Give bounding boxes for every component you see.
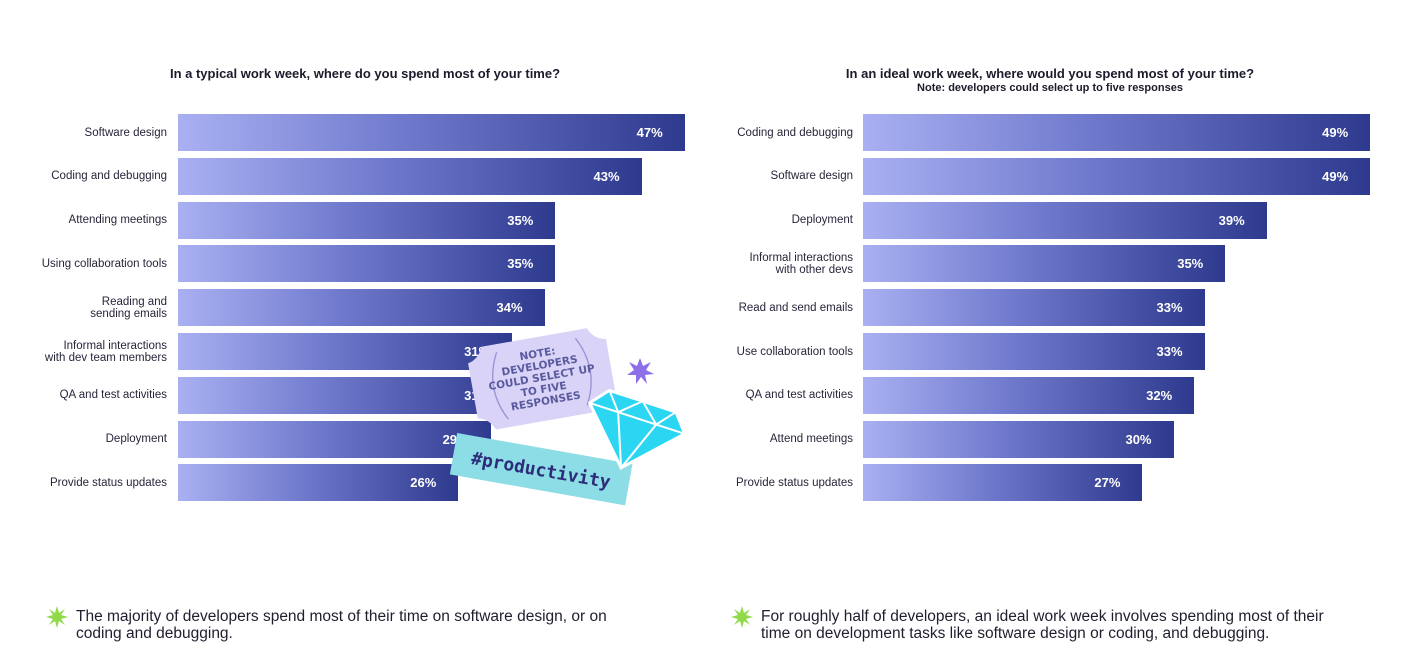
bar-value-label: 34% — [496, 300, 523, 316]
category-label: Deployment — [105, 433, 167, 446]
category-label: Deployment — [791, 214, 853, 227]
category-label: QA and test activities — [745, 389, 853, 402]
footnote-left: The majority of developers spend most of… — [46, 606, 686, 642]
bar: 35% — [178, 245, 556, 283]
bar-value-label: 35% — [507, 212, 534, 228]
bar: 31% — [178, 376, 513, 414]
bar-value-label: 27% — [1094, 475, 1121, 491]
green-starburst-icon — [46, 606, 68, 628]
chart-right-title: In an ideal work week, where would you s… — [845, 66, 1255, 81]
bar-value-label: 47% — [636, 125, 663, 140]
note-sticker: NOTE:DEVELOPERSCOULD SELECT UPTO FIVERES… — [440, 320, 690, 520]
category-label: Software design — [770, 170, 853, 183]
category-label: Read and send emails — [738, 301, 853, 314]
bar-value-label: 39% — [1218, 212, 1245, 228]
bar-value-label: 43% — [593, 168, 620, 184]
bar: 33% — [863, 333, 1205, 370]
footnote-right: For roughly half of developers, an ideal… — [731, 606, 1391, 642]
category-label: Coding and debugging — [737, 126, 853, 139]
bar-value-label: 33% — [1156, 344, 1183, 359]
category-label: Use collaboration tools — [736, 345, 853, 358]
bar: 26% — [178, 464, 459, 502]
bar: 31% — [178, 333, 513, 370]
bar-value-label: 35% — [507, 256, 534, 272]
bar: 43% — [178, 157, 642, 195]
bar-value-label: 30% — [1125, 431, 1152, 447]
category-label: Attending meetings — [68, 214, 167, 227]
bar: 34% — [178, 289, 545, 327]
bar: 39% — [863, 201, 1267, 239]
bar: 49% — [863, 157, 1371, 195]
green-starburst-icon — [731, 606, 753, 628]
bar: 49% — [863, 114, 1371, 151]
category-label: Provide status updates — [50, 476, 167, 489]
diamond-icon — [588, 388, 687, 471]
category-label: Coding and debugging — [51, 170, 167, 183]
bar: 27% — [863, 464, 1143, 502]
bar: 29% — [178, 420, 491, 458]
note-sticker-graphic: NOTE:DEVELOPERSCOULD SELECT UPTO FIVERES… — [449, 328, 687, 506]
bar: 35% — [863, 245, 1226, 283]
chart-left-title: In a typical work week, where do you spe… — [169, 66, 561, 81]
footnote-left-text: The majority of developers spend most of… — [76, 608, 607, 642]
bar: 32% — [863, 376, 1195, 414]
category-label: Informal interactions with other devs — [749, 251, 853, 276]
bar-value-label: 26% — [410, 475, 437, 491]
purple-sparkle-icon — [627, 358, 654, 384]
bar-value-label: 49% — [1322, 168, 1349, 184]
category-label: Software design — [84, 126, 167, 139]
bar-value-label: 35% — [1177, 256, 1204, 272]
bar: 33% — [863, 289, 1205, 327]
bar-value-label: 32% — [1146, 387, 1173, 403]
category-label: Provide status updates — [736, 476, 853, 489]
category-label: Informal interactions with dev team memb… — [44, 339, 167, 364]
bar-value-label: 49% — [1322, 125, 1349, 140]
chart-right-subtitle: Note: developers could select up to five… — [917, 82, 1183, 94]
category-label: Attend meetings — [769, 433, 853, 446]
bar: 47% — [178, 114, 685, 151]
category-label: QA and test activities — [59, 389, 167, 402]
bar: 30% — [863, 420, 1174, 458]
category-label: Using collaboration tools — [41, 257, 167, 270]
category-label: Reading and sending emails — [90, 295, 167, 320]
bar-value-label: 33% — [1156, 300, 1183, 316]
bar: 35% — [178, 201, 556, 239]
footnote-right-text: For roughly half of developers, an ideal… — [761, 608, 1324, 642]
sticker-note-text: NOTE:DEVELOPERSCOULD SELECT UPTO FIVERES… — [484, 339, 601, 417]
